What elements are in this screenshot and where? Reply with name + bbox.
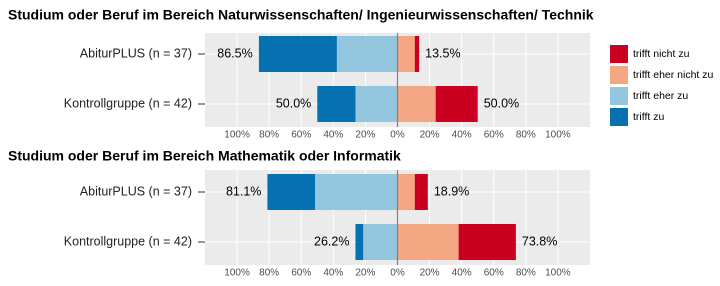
bar-segment (336, 36, 398, 72)
x-tick-label: 100% (224, 268, 250, 279)
category-label: Kontrollgruppe (n = 42) (64, 96, 192, 110)
bar-segment (435, 86, 478, 122)
x-tick-label: 60% (291, 130, 311, 141)
legend-label: trifft eher zu (633, 90, 688, 102)
bar-segment (397, 224, 459, 260)
legend-swatch (610, 66, 628, 84)
x-tick-label: 100% (545, 130, 571, 141)
bar-segment (267, 174, 316, 210)
x-tick-label: 60% (291, 268, 311, 279)
x-tick-label: 40% (452, 130, 472, 141)
legend-label: trifft nicht zu (633, 48, 690, 60)
x-tick-label: 80% (516, 130, 536, 141)
bar-segment (363, 224, 398, 260)
x-tick-label: 60% (484, 268, 504, 279)
legend-swatch (610, 108, 628, 126)
total-label: 26.2% (314, 234, 349, 248)
x-tick-label: 80% (259, 268, 279, 279)
bar-segment (355, 224, 364, 260)
total-label: 73.8% (522, 234, 557, 248)
bar-segment (355, 86, 398, 122)
total-label: 18.9% (434, 184, 469, 198)
bar-segment (397, 86, 436, 122)
legend-swatch (610, 87, 628, 105)
bar-segment (258, 36, 337, 72)
x-tick-label: 80% (259, 130, 279, 141)
category-label: Kontrollgruppe (n = 42) (64, 234, 192, 248)
x-tick-label: 80% (516, 268, 536, 279)
x-tick-label: 0% (390, 130, 405, 141)
bar-segment (458, 224, 516, 260)
x-tick-label: 20% (355, 268, 375, 279)
legend-label: trifft zu (633, 111, 664, 123)
x-tick-label: 40% (323, 130, 343, 141)
x-tick-label: 100% (224, 130, 250, 141)
x-tick-label: 20% (420, 268, 440, 279)
total-label: 86.5% (217, 46, 252, 60)
panel-title: Studium oder Beruf im Bereich Naturwisse… (8, 7, 594, 23)
x-tick-label: 20% (420, 130, 440, 141)
bar-segment (397, 174, 415, 210)
total-label: 81.1% (226, 184, 261, 198)
category-label: AbiturPLUS (n = 37) (80, 46, 192, 60)
x-tick-label: 40% (452, 268, 472, 279)
x-tick-label: 20% (355, 130, 375, 141)
x-tick-label: 100% (545, 268, 571, 279)
bar-segment (315, 174, 398, 210)
legend-swatch (610, 45, 628, 63)
category-label: AbiturPLUS (n = 37) (80, 184, 192, 198)
panel-title: Studium oder Beruf im Bereich Mathematik… (8, 148, 401, 164)
x-tick-label: 40% (323, 268, 343, 279)
total-label: 13.5% (425, 46, 460, 60)
x-tick-label: 0% (390, 268, 405, 279)
bar-segment (317, 86, 356, 122)
x-tick-label: 60% (484, 130, 504, 141)
bar-segment (397, 36, 415, 72)
total-label: 50.0% (484, 96, 519, 110)
bar-segment (414, 174, 428, 210)
legend-label: trifft eher nicht zu (633, 69, 714, 81)
total-label: 50.0% (276, 96, 311, 110)
bar-segment (414, 36, 420, 72)
